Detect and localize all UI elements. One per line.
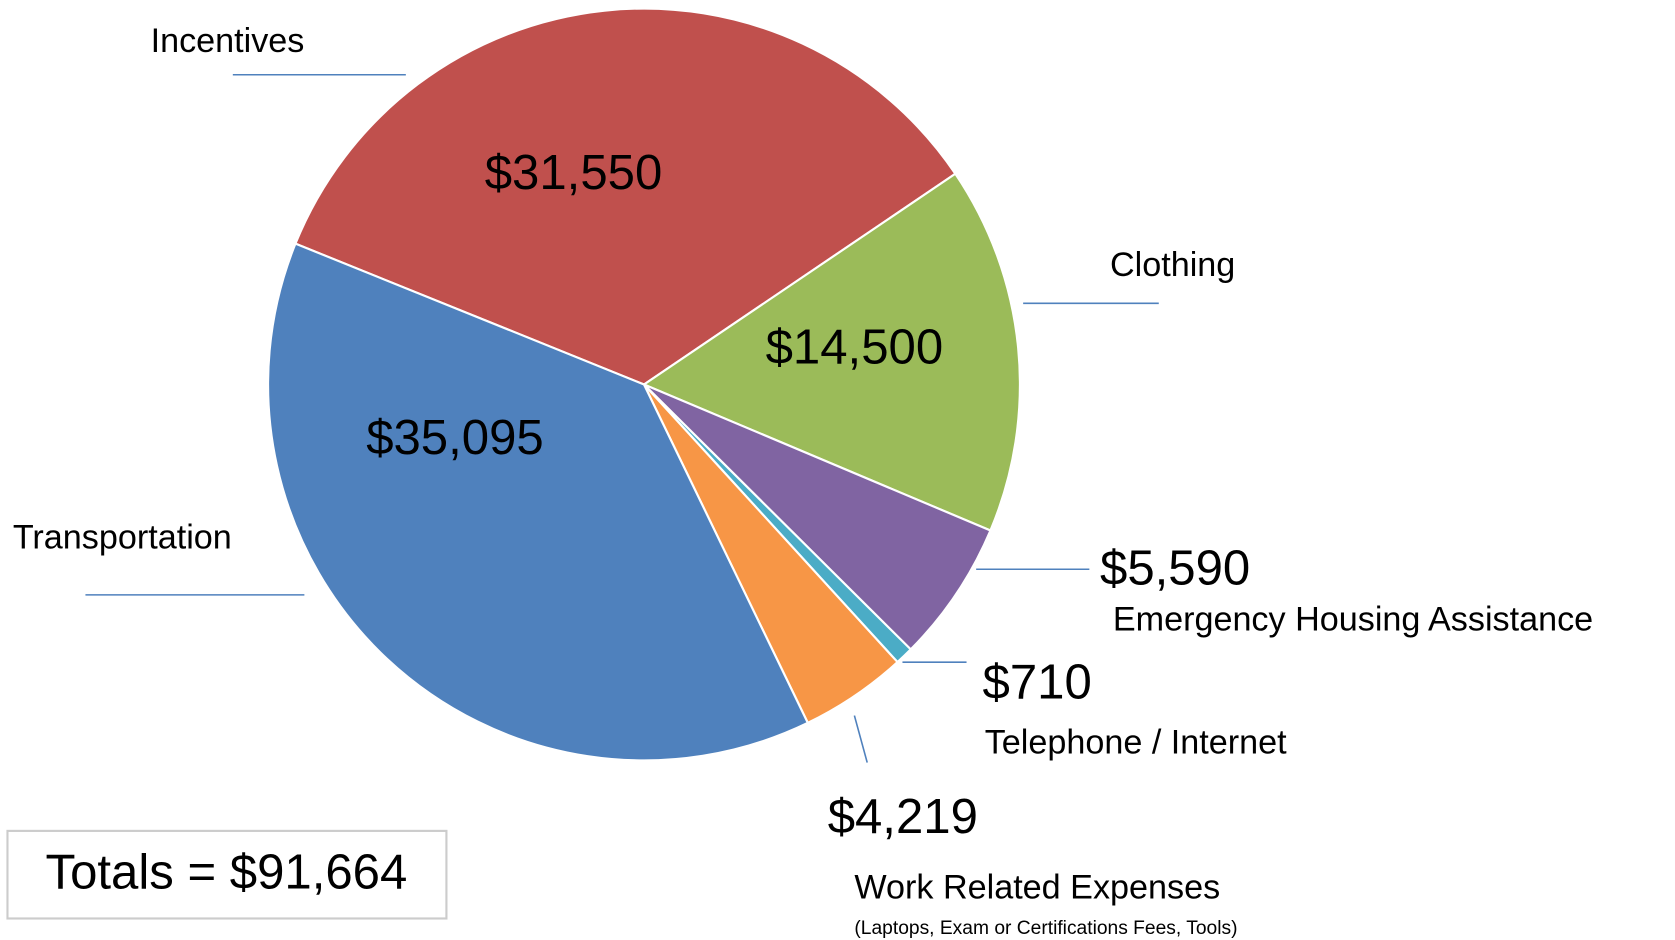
category-label: Transportation [13,518,232,556]
pie-slice [267,242,810,762]
category-label: Clothing [1110,246,1235,284]
total-label: Totals = $91,664 [46,846,408,900]
value-label: $5,590 [1100,541,1250,595]
value-label: $31,550 [485,146,663,200]
total-box [6,829,448,920]
pie-slice [294,7,957,386]
pie-slice [641,172,1021,532]
category-label: Emergency Housing Assistance [1113,601,1593,639]
category-label: Incentives [151,22,305,60]
chart-body: Totals = $91,664 (Laptops, Exam or Certi… [6,7,1593,939]
value-label: $4,219 [828,790,978,844]
pie-slice [643,383,992,651]
value-label: $35,095 [366,411,544,465]
category-label: Work Related Expenses [854,869,1220,907]
value-label: $710 [983,656,1092,710]
value-label: $14,500 [766,320,944,374]
leader-line [853,715,868,763]
category-label: Telephone / Internet [985,723,1287,761]
note: (Laptops, Exam or Certifications Fees, T… [854,918,1237,939]
